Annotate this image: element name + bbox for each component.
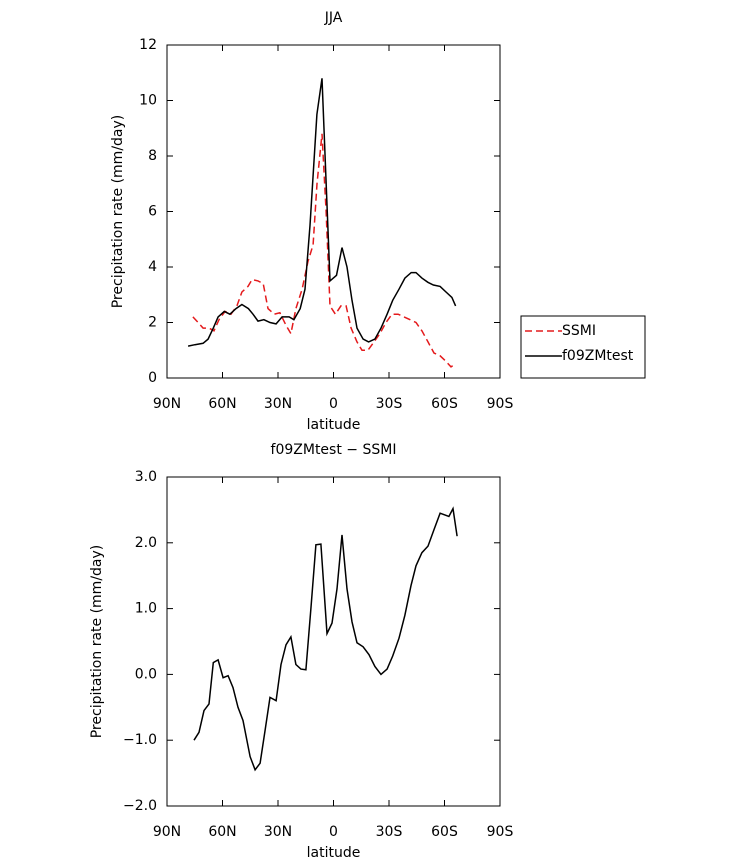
y-tick-label: 4 <box>148 259 157 275</box>
x-tick-label: 0 <box>329 824 338 840</box>
data-line <box>187 78 457 347</box>
y-tick-label: 2.0 <box>135 535 157 551</box>
x-tick-label: 0 <box>329 396 338 412</box>
y-tick-label: −1.0 <box>123 732 157 748</box>
y-tick-label: 6 <box>148 204 157 220</box>
x-tick-label: 90N <box>153 824 181 840</box>
x-axis-label: latitude <box>307 417 361 433</box>
legend-box <box>520 315 646 379</box>
x-tick-label: 90N <box>153 396 181 412</box>
x-tick-label: 90S <box>487 824 514 840</box>
chart-title: JJA <box>324 10 343 26</box>
y-axis-label: Precipitation rate (mm/day) <box>89 545 105 739</box>
x-tick-label: 30N <box>264 824 292 840</box>
chart-title: f09ZMtest − SSMI <box>271 442 397 458</box>
x-tick-label: 60N <box>208 824 236 840</box>
plot-frame <box>166 476 501 807</box>
y-tick-label: 10 <box>139 93 157 109</box>
y-tick-label: 0.0 <box>135 666 157 682</box>
x-tick-label: 30S <box>376 396 403 412</box>
x-tick-label: 60S <box>431 824 458 840</box>
legend-label: f09ZMtest <box>562 348 634 364</box>
y-tick-label: −2.0 <box>123 798 157 814</box>
legend-label: SSMI <box>562 323 596 339</box>
y-tick-label: 8 <box>148 148 157 164</box>
y-tick-label: 0 <box>148 370 157 386</box>
x-axis-label: latitude <box>307 845 361 861</box>
y-axis-label: Precipitation rate (mm/day) <box>110 115 126 309</box>
y-tick-label: 3.0 <box>135 469 157 485</box>
x-tick-label: 30S <box>376 824 403 840</box>
data-line <box>192 133 456 368</box>
data-line <box>193 506 458 772</box>
y-tick-label: 2 <box>148 315 157 331</box>
y-tick-label: 1.0 <box>135 601 157 617</box>
x-tick-label: 60S <box>431 396 458 412</box>
plot-frame <box>166 44 501 379</box>
x-tick-label: 90S <box>487 396 514 412</box>
x-tick-label: 60N <box>208 396 236 412</box>
y-tick-label: 12 <box>139 37 157 53</box>
x-tick-label: 30N <box>264 396 292 412</box>
